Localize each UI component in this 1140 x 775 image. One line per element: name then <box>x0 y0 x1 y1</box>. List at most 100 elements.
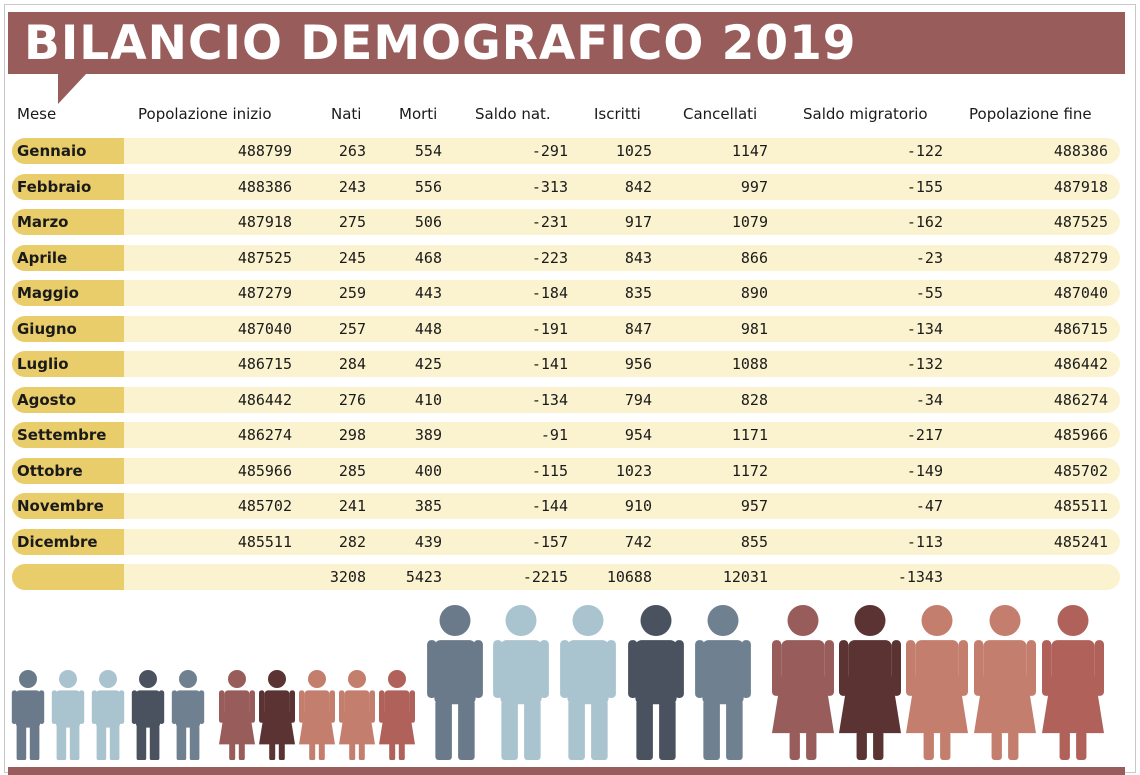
cell-nati: 282 <box>338 533 366 551</box>
table-row <box>12 209 1120 235</box>
cell-saldo-migratorio: -162 <box>906 213 943 231</box>
month-label: Agosto <box>17 391 77 409</box>
total-cell-saldo-migratorio: -1343 <box>897 568 943 586</box>
person-male-large-icon <box>427 605 483 760</box>
cell-popolazione-inizio: 485966 <box>237 462 292 480</box>
person-male-large-icon <box>628 605 684 760</box>
month-badge <box>12 174 124 200</box>
cell-morti: 389 <box>414 426 442 444</box>
cell-saldo-migratorio: -149 <box>906 462 943 480</box>
total-cell-iscritti: 10688 <box>606 568 652 586</box>
cell-iscritti: 835 <box>624 284 652 302</box>
people-illustration <box>11 605 1104 760</box>
cell-saldo-nat: -184 <box>531 284 568 302</box>
cell-morti: 439 <box>414 533 442 551</box>
table-row <box>12 316 1120 342</box>
cell-popolazione-fine: 486442 <box>1053 355 1108 373</box>
month-badge <box>12 351 124 377</box>
month-label: Novembre <box>17 497 104 515</box>
month-badge <box>12 245 124 271</box>
month-badge <box>12 493 124 519</box>
title-banner-pointer <box>58 74 86 104</box>
cell-saldo-migratorio: -47 <box>915 497 943 515</box>
cell-popolazione-inizio: 487279 <box>237 284 292 302</box>
cell-iscritti: 956 <box>624 355 652 373</box>
month-badge <box>12 138 124 164</box>
cell-saldo-nat: -144 <box>531 497 568 515</box>
month-badge <box>12 387 124 413</box>
cell-nati: 276 <box>338 391 366 409</box>
table-row <box>12 458 1120 484</box>
page-title: BILANCIO DEMOGRAFICO 2019 <box>24 16 857 71</box>
cell-cancellati: 890 <box>740 284 768 302</box>
month-label: Aprile <box>17 249 68 267</box>
cell-iscritti: 842 <box>624 178 652 196</box>
cell-popolazione-inizio: 487525 <box>237 249 292 267</box>
cell-saldo-nat: -313 <box>531 178 568 196</box>
month-label: Giugno <box>17 320 77 338</box>
header-iscritti: Iscritti <box>594 105 641 123</box>
cell-saldo-migratorio: -155 <box>906 178 943 196</box>
cell-nati: 285 <box>338 462 366 480</box>
person-male-large-icon <box>560 605 616 760</box>
cell-iscritti: 742 <box>624 533 652 551</box>
cell-nati: 241 <box>338 497 366 515</box>
cell-popolazione-fine: 485511 <box>1053 497 1108 515</box>
cell-nati: 245 <box>338 249 366 267</box>
month-badge <box>12 209 124 235</box>
cell-nati: 263 <box>338 142 366 160</box>
header-morti: Morti <box>399 105 438 123</box>
cell-iscritti: 917 <box>624 213 652 231</box>
cell-nati: 284 <box>338 355 366 373</box>
cell-saldo-migratorio: -132 <box>906 355 943 373</box>
person-male-small-icon <box>91 670 125 760</box>
totals-row <box>12 564 1120 590</box>
cell-saldo-nat: -134 <box>531 391 568 409</box>
cell-saldo-migratorio: -134 <box>906 320 943 338</box>
person-male-small-icon <box>51 670 85 760</box>
cell-saldo-nat: -115 <box>531 462 568 480</box>
person-female-small-icon <box>379 670 415 760</box>
cell-iscritti: 1025 <box>615 142 652 160</box>
cell-saldo-nat: -191 <box>531 320 568 338</box>
month-badge <box>12 529 124 555</box>
cell-nati: 243 <box>338 178 366 196</box>
cell-nati: 259 <box>338 284 366 302</box>
cell-saldo-nat: -291 <box>531 142 568 160</box>
cell-cancellati: 957 <box>740 497 768 515</box>
cell-nati: 298 <box>338 426 366 444</box>
cell-saldo-nat: -157 <box>531 533 568 551</box>
cell-morti: 468 <box>414 249 442 267</box>
person-male-large-icon <box>695 605 751 760</box>
cell-popolazione-fine: 487918 <box>1053 178 1108 196</box>
cell-cancellati: 1088 <box>731 355 768 373</box>
table-row <box>12 245 1120 271</box>
cell-morti: 554 <box>414 142 442 160</box>
cell-saldo-migratorio: -23 <box>915 249 943 267</box>
cell-morti: 410 <box>414 391 442 409</box>
cell-cancellati: 1171 <box>731 426 768 444</box>
month-badge <box>12 316 124 342</box>
person-male-small-icon <box>131 670 165 760</box>
bottom-banner <box>8 767 1125 775</box>
cell-morti: 400 <box>414 462 442 480</box>
title-banner: BILANCIO DEMOGRAFICO 2019 <box>8 12 1125 74</box>
table-row <box>12 493 1120 519</box>
cell-popolazione-fine: 488386 <box>1053 142 1108 160</box>
header-nati: Nati <box>331 105 362 123</box>
header-popolazione-fine: Popolazione fine <box>969 105 1092 123</box>
cell-saldo-migratorio: -113 <box>906 533 943 551</box>
cell-popolazione-inizio: 486442 <box>237 391 292 409</box>
cell-popolazione-fine: 487525 <box>1053 213 1108 231</box>
cell-popolazione-inizio: 486274 <box>237 426 292 444</box>
header-cancellati: Cancellati <box>683 105 758 123</box>
cell-saldo-nat: -91 <box>540 426 568 444</box>
header-saldo-nat: Saldo nat. <box>475 105 551 123</box>
table-row <box>12 351 1120 377</box>
person-male-large-icon <box>493 605 549 760</box>
table-row <box>12 174 1120 200</box>
person-female-small-icon <box>259 670 295 760</box>
month-label: Dicembre <box>17 533 98 551</box>
header-mese: Mese <box>17 105 57 123</box>
month-label: Settembre <box>17 426 107 444</box>
